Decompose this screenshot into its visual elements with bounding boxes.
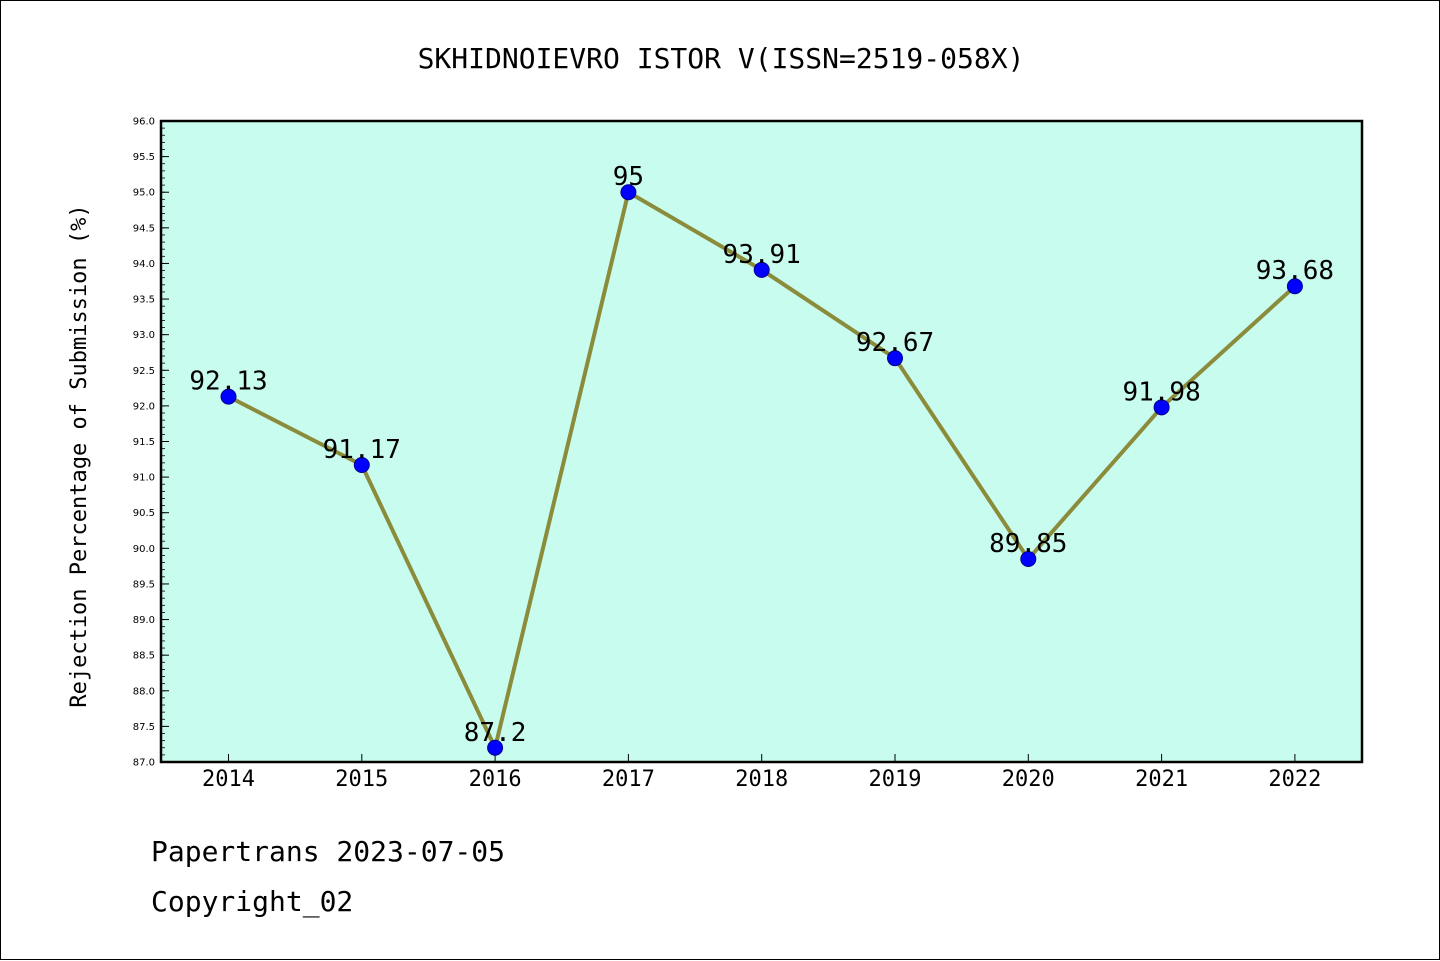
- x-tick-label: 2016: [469, 767, 522, 792]
- x-tick-label: 2018: [735, 767, 788, 792]
- chart-title: SKHIDNOIEVRO ISTOR V(ISSN=2519-058X): [418, 42, 1025, 75]
- data-point: [1153, 399, 1170, 416]
- data-point: [1020, 551, 1037, 568]
- x-tick-label: 2014: [202, 767, 255, 792]
- y-tick-label: 92.0: [133, 401, 155, 412]
- y-tick-label: 96.0: [133, 117, 155, 128]
- plot-border: [159, 119, 1364, 764]
- y-tick-label: 94.0: [133, 259, 155, 270]
- data-point: [353, 457, 370, 474]
- data-label: 93.68: [1256, 256, 1334, 286]
- y-axis-label: Rejection Percentage of Submission (%): [67, 204, 92, 707]
- x-tick-label: 2017: [602, 767, 655, 792]
- copyright-note: Copyright_02: [151, 885, 354, 918]
- y-tick-label: 88.0: [133, 686, 155, 697]
- source-note: Papertrans 2023-07-05: [151, 835, 506, 868]
- data-label: 87.2: [464, 718, 527, 748]
- x-axis: 2014 2015 2016 2017 2018 2019 2020 2021 2022: [202, 754, 1321, 792]
- data-label: 91.98: [1122, 377, 1200, 407]
- x-tick-label: 2020: [1002, 767, 1055, 792]
- data-point: [887, 350, 903, 367]
- y-tick-label: 90.5: [133, 508, 155, 519]
- y-tick-label: 89.0: [133, 615, 155, 626]
- y-tick-label: 88.5: [133, 651, 155, 662]
- series-layer: 92.13 91.17 87.2 95 93.91 92.67 89.85 91.98 93.6…: [189, 162, 1334, 756]
- data-label: 93.91: [723, 240, 801, 270]
- data-label: 95: [613, 162, 644, 192]
- data-label: 92.13: [189, 367, 267, 397]
- y-tick-label: 91.5: [133, 437, 155, 448]
- y-tick-label: 91.0: [133, 473, 155, 484]
- y-tick-label: 95.5: [133, 152, 155, 163]
- y-tick-label: 93.5: [133, 295, 155, 306]
- x-tick-label: 2021: [1135, 767, 1188, 792]
- y-tick-label: 89.5: [133, 579, 155, 590]
- data-point: [487, 739, 504, 756]
- data-point: [1286, 278, 1303, 295]
- y-tick-label: 92.5: [133, 366, 155, 377]
- y-tick-label: 87.0: [133, 758, 155, 769]
- y-tick-label: 94.5: [133, 223, 155, 234]
- x-tick-label: 2015: [335, 767, 388, 792]
- x-tick-label: 2022: [1268, 767, 1321, 792]
- y-tick-label: 95.0: [133, 188, 155, 199]
- y-tick-label: 90.0: [133, 544, 155, 555]
- y-axis: 87.0 87.5 88.0 88.5 89.0 89.5 90.0 90.5 91.0 91.5…: [133, 117, 169, 769]
- data-label: 89.85: [989, 529, 1067, 559]
- data-label: 91.17: [323, 435, 401, 465]
- y-tick-label: 93.0: [133, 330, 155, 341]
- data-point: [620, 184, 637, 201]
- data-label: 92.67: [856, 328, 934, 358]
- y-tick-label: 87.5: [133, 722, 155, 733]
- data-point: [220, 388, 237, 405]
- x-tick-label: 2019: [869, 767, 922, 792]
- plot-area: [161, 121, 1362, 762]
- data-point: [753, 261, 770, 278]
